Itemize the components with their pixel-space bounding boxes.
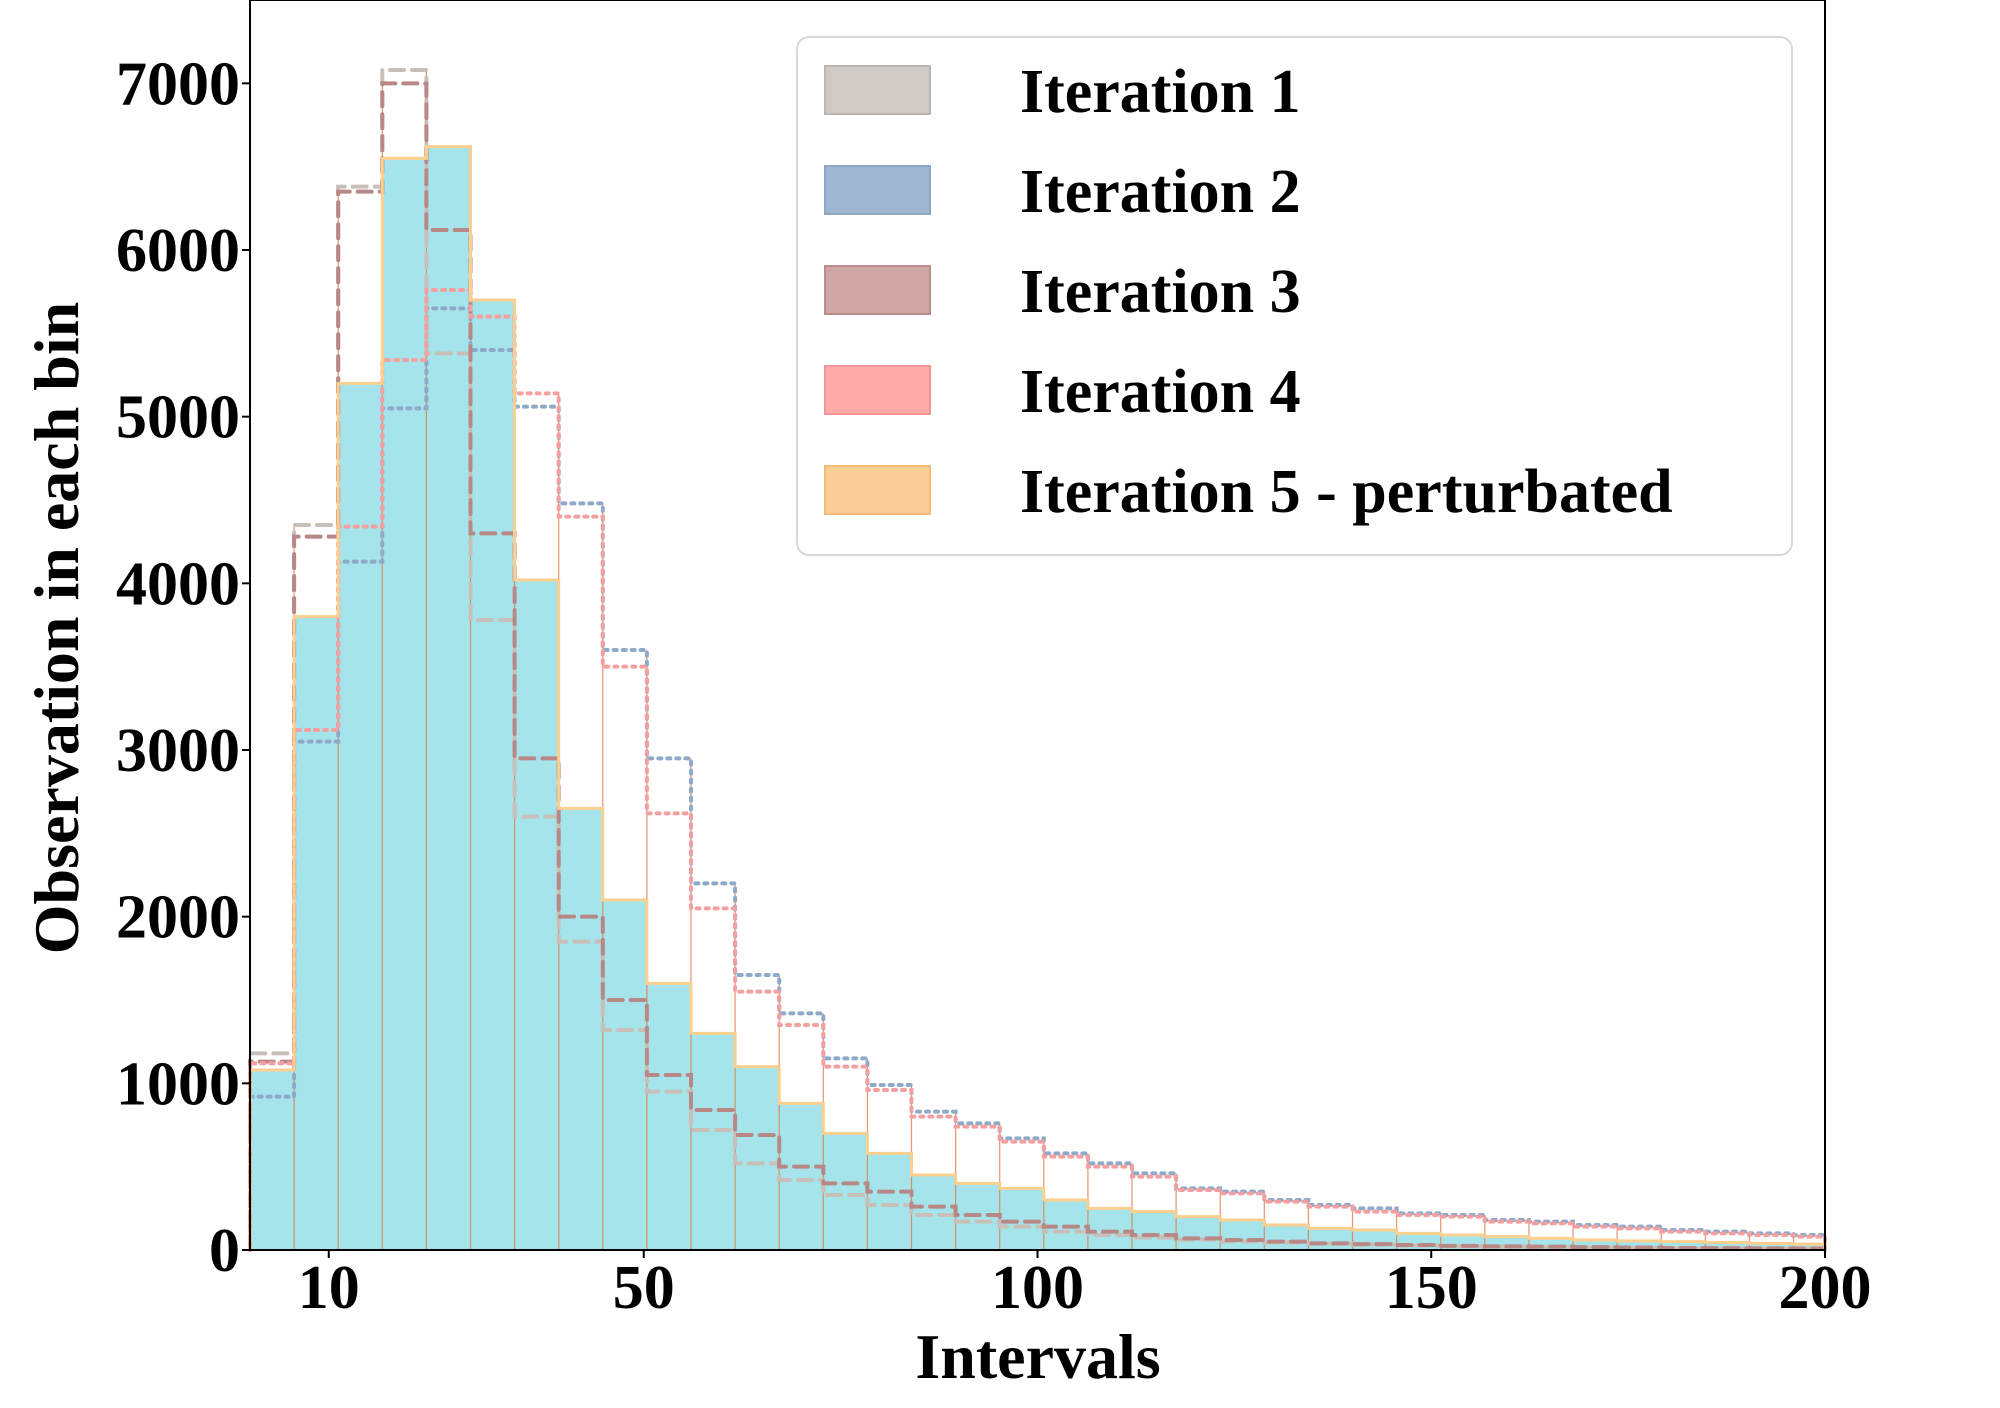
histogram-bar (1132, 1211, 1177, 1250)
x-tick-label: 10 (298, 1254, 360, 1322)
y-tick-label: 0 (209, 1217, 240, 1285)
y-tick-label: 1000 (116, 1050, 240, 1118)
histogram-bar (1220, 1220, 1265, 1250)
histogram-bar (1087, 1208, 1132, 1250)
histogram-bar (911, 1175, 956, 1250)
histogram-bar (294, 616, 339, 1250)
histogram-bar (999, 1188, 1044, 1250)
histogram-bar (823, 1133, 868, 1250)
histogram-bar (1264, 1225, 1309, 1250)
histogram-bar (602, 900, 647, 1250)
legend-label: Iteration 5 - perturbated (1020, 458, 1673, 526)
histogram-bar (691, 1033, 736, 1250)
legend-label: Iteration 2 (1020, 158, 1301, 226)
legend-swatch (824, 365, 931, 415)
x-tick-label: 100 (991, 1254, 1084, 1322)
x-axis-ticks: 10 50 100 150 200 (298, 1250, 1872, 1322)
y-tick-label: 4000 (116, 550, 240, 618)
histogram-bar (426, 146, 471, 1251)
histogram-bar (1617, 1240, 1662, 1250)
histogram-bar (1308, 1228, 1353, 1250)
legend-swatch (824, 465, 931, 515)
histogram-bar (646, 983, 691, 1250)
histogram-bar (779, 1103, 824, 1250)
x-tick-label: 200 (1779, 1254, 1872, 1322)
y-axis-ticks: 0 1000 2000 3000 4000 5000 6000 7000 (116, 50, 250, 1285)
x-axis-title: Intervals (915, 1321, 1160, 1392)
histogram-bar (1528, 1238, 1573, 1250)
histogram-bar (558, 808, 603, 1250)
y-tick-label: 6000 (116, 217, 240, 285)
legend-swatch (824, 265, 931, 315)
histogram-bar (338, 383, 383, 1250)
histogram-bar (867, 1153, 912, 1250)
histogram-bar (1573, 1240, 1618, 1250)
series-step-5 (248, 145, 1827, 1252)
y-tick-label: 7000 (116, 50, 240, 118)
histogram-bar (1661, 1241, 1706, 1250)
histogram-bar (250, 1070, 295, 1250)
legend-frame (796, 36, 1793, 556)
histogram-bar (514, 580, 559, 1250)
histogram-bar (470, 300, 515, 1250)
legend-swatch (824, 65, 931, 115)
legend: Iteration 1 Iteration 2 Iteration 3 Iterati… (796, 36, 1793, 556)
histogram-bar (1352, 1230, 1397, 1250)
y-axis-title: Observation in each bin (21, 302, 92, 955)
y-tick-label: 5000 (116, 384, 240, 452)
y-tick-label: 2000 (116, 884, 240, 952)
legend-swatch (824, 165, 931, 215)
x-tick-label: 50 (613, 1254, 675, 1322)
legend-label: Iteration 1 (1020, 58, 1301, 126)
y-tick-label: 3000 (116, 717, 240, 785)
histogram-bar (735, 1066, 780, 1250)
x-tick-label: 150 (1385, 1254, 1478, 1322)
histogram-step-layer (248, 68, 1827, 1252)
legend-label: Iteration 3 (1020, 258, 1301, 326)
histogram-bar (1176, 1216, 1221, 1250)
legend-label: Iteration 4 (1020, 358, 1301, 426)
histogram-bar (382, 158, 427, 1250)
